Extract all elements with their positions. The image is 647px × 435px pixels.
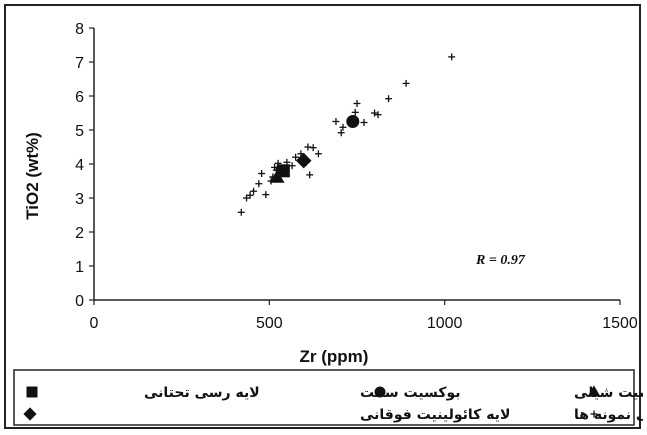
legend-frame [13,369,635,426]
y-tick-label: 1 [75,259,84,276]
data-point-plus [250,187,258,195]
data-point-plus [332,118,340,125]
data-point-plus [237,208,245,216]
data-point-plus [353,99,361,107]
data-point-triangle [269,169,285,183]
legend-label: بوکسیت سخت [360,385,461,401]
x-tick-label: 1000 [427,315,463,332]
data-point-plus [448,53,456,61]
legend-marker-circle [374,386,386,398]
data-point-plus [258,170,266,178]
legend-label: تمامی نمونه ها [574,407,643,423]
data-point-plus [385,95,393,103]
data-point-plus [337,129,345,137]
correlation-annotation: R = 0.97 [475,253,526,268]
data-point-plus [309,144,317,152]
data-point-diamond [295,152,312,169]
y-tick-label: 6 [75,89,84,106]
data-point-plus [339,123,347,131]
y-tick-label: 2 [75,225,84,242]
data-point-plus [304,143,312,151]
data-point-plus [371,109,379,117]
y-tick-label: 5 [75,123,84,140]
legend-label: لایه کائولینیت فوقانی [360,407,510,423]
y-tick-label: 8 [75,21,84,38]
y-tick-label: 7 [75,55,84,72]
data-point-plus [246,191,254,199]
chart-figure: 0 1 2 3 4 5 6 7 8 0 500 1000 1500 R = 0.97 Zr (ppm) … [4,4,643,429]
data-point-plus [360,119,368,127]
data-point-plus [262,191,270,199]
y-axis-title: TiO2 (wt%) [23,132,42,220]
x-tick-label: 0 [90,315,99,332]
y-tick-label: 4 [75,157,84,174]
x-tick-label: 500 [256,315,283,332]
data-point-plus [314,150,322,158]
data-point-plus [292,153,300,161]
y-tick-label: 3 [75,191,84,208]
data-point-plus [255,180,263,188]
legend: بوکسیت شیلی بوکسیت سخت لایه رسی تحتانی تمام… [13,369,643,426]
data-point-plus [243,194,251,202]
axes: 0 1 2 3 4 5 6 7 8 0 500 1000 1500 [75,21,638,332]
x-tick-label: 1500 [602,315,638,332]
legend-label: لایه رسی تحتانی [144,385,260,401]
y-tick-label: 0 [75,293,84,310]
data-point-plus [374,111,382,119]
data-point-circle [346,115,360,128]
x-axis-title: Zr (ppm) [300,347,369,366]
data-point-plus [402,79,410,87]
legend-marker-square [26,386,38,398]
data-point-square [276,164,290,178]
legend-label: بوکسیت شیلی [574,385,643,401]
data-point-plus [351,108,359,116]
data-points [237,53,456,216]
legend-marker-plus [590,410,598,418]
legend-marker-triangle [587,385,601,397]
legend-marker-diamond [23,407,37,421]
data-point-plus [306,171,314,179]
